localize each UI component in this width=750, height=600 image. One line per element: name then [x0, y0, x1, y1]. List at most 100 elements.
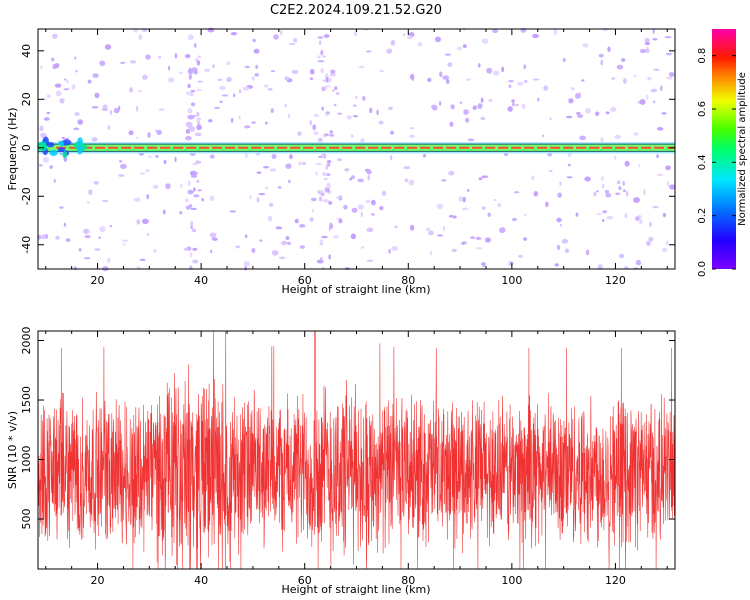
spectrogram-x-tick-label: 100: [501, 274, 522, 287]
spectrogram-speckle: [309, 120, 312, 126]
spectrogram-speckle: [523, 213, 527, 217]
spectrogram-speckle: [54, 83, 62, 88]
spectrogram-speckle: [63, 222, 67, 227]
spectrogram-speckle: [554, 263, 559, 267]
spectrogram-speckle: [158, 108, 165, 112]
spectrogram-speckle: [192, 162, 198, 166]
snr-y-tick-label: 1000: [20, 446, 33, 474]
spectrogram-speckle: [556, 244, 561, 250]
spectrogram-speckle: [353, 104, 357, 107]
spectrogram-speckle: [317, 60, 325, 63]
spectrogram-speckle: [477, 103, 483, 109]
spectrogram-speckle: [319, 239, 324, 244]
spectrogram-speckle: [244, 65, 251, 69]
spectrogram-speckle: [221, 94, 229, 97]
spectrogram-speckle: [270, 70, 276, 73]
spectrogram-speckle: [601, 219, 605, 222]
spectrogram-speckle: [267, 215, 273, 222]
spectrogram-speckle: [319, 40, 322, 46]
spectrogram-speckle: [99, 226, 106, 233]
spectrogram-speckle: [611, 77, 616, 80]
spectrogram-speckle: [138, 34, 143, 40]
spectrogram-speckle: [351, 207, 358, 213]
snr-y-tick-label: 1500: [20, 386, 33, 414]
spectrogram-speckle: [325, 113, 329, 117]
spectrogram-x-tick-label: 80: [401, 274, 415, 287]
spectrogram-speckle: [197, 55, 202, 59]
spectrogram-speckle: [639, 219, 643, 225]
spectrogram-speckle: [355, 95, 358, 100]
spectrogram-speckle: [336, 158, 342, 162]
spectrogram-speckle: [91, 105, 99, 109]
spectrogram-speckle: [614, 134, 622, 139]
spectrogram-speckle: [501, 66, 505, 73]
spectrogram-speckle: [388, 106, 393, 111]
spectrogram-speckle: [645, 48, 650, 54]
snr-y-tick-label: 2000: [20, 327, 33, 355]
spectrogram-speckle: [517, 81, 524, 86]
spectrogram-speckle: [107, 257, 111, 264]
spectrogram-speckle: [337, 112, 343, 115]
spectrogram-speckle: [71, 84, 76, 90]
snr-panel: 20 40 60 80 100 120 500 1000 1500 2000 Height of…: [6, 327, 676, 596]
spectrogram-speckle: [321, 106, 324, 111]
band-broadening-blob: [77, 145, 83, 155]
spectrogram-speckle: [360, 211, 363, 218]
spectrogram-speckle: [145, 54, 151, 60]
spectrogram-speckle: [196, 88, 202, 92]
spectrogram-speckle: [644, 37, 650, 43]
spectrogram-speckle: [548, 169, 553, 172]
spectrogram-y-ticks: -40 -20 0 20 40: [20, 44, 675, 254]
spectrogram-speckle: [187, 180, 191, 187]
spectrogram-speckle: [188, 73, 192, 80]
spectrogram-speckle: [566, 115, 573, 119]
band-broadening-blob: [42, 141, 47, 152]
spectrogram-speckle: [163, 159, 167, 165]
spectrogram-speckle: [273, 34, 279, 40]
spectrogram-speckle: [449, 121, 454, 127]
spectrogram-speckle: [481, 175, 489, 179]
spectrogram-speckle: [294, 218, 299, 224]
spectrogram-speckle: [622, 78, 627, 84]
spectrogram-speckle: [78, 247, 82, 252]
spectrogram-speckle: [219, 85, 226, 91]
spectrogram-speckle: [324, 85, 327, 91]
spectrogram-speckle: [120, 163, 127, 169]
spectrogram-speckle: [309, 68, 315, 75]
spectrogram-speckle: [409, 73, 415, 80]
spectrogram-speckle: [600, 136, 604, 143]
spectrogram-speckle: [315, 162, 323, 166]
spectrogram-speckle: [128, 87, 133, 93]
spectrogram-speckle: [606, 215, 614, 220]
spectrogram-speckle: [209, 232, 217, 238]
spectrogram-speckle: [624, 265, 629, 269]
spectrogram-speckle: [318, 196, 323, 202]
spectrogram-speckle: [428, 230, 434, 236]
spectrogram-speckle: [553, 29, 558, 35]
spectrogram-speckle: [559, 181, 562, 186]
band-broadening-blob: [62, 150, 68, 159]
spectrogram-speckle: [338, 218, 343, 224]
spectrogram-speckle: [406, 35, 413, 40]
spectrogram-speckle: [633, 132, 639, 136]
spectrogram-speckle: [647, 76, 652, 81]
spectrogram-speckle: [445, 79, 450, 84]
spectrogram-speckle: [326, 163, 331, 167]
spectrogram-speckle: [194, 70, 198, 75]
spectrogram-speckle: [602, 27, 609, 32]
spectrogram-speckle: [357, 204, 365, 210]
spectrogram-speckle: [316, 259, 324, 264]
spectrogram-speckle: [147, 155, 152, 158]
colorbar-tick-label: 0.2: [697, 208, 708, 224]
colorbar-gradient: [712, 29, 736, 269]
spectrogram-speckle: [579, 135, 587, 141]
snr-x-tick-label: 20: [91, 574, 105, 587]
spectrogram-speckle: [360, 246, 365, 249]
spectrogram-speckle: [284, 103, 287, 108]
spectrogram-speckle: [313, 131, 319, 135]
spectrogram-speckle: [584, 176, 591, 182]
spectrogram-speckle: [493, 198, 497, 202]
spectrogram-speckle: [652, 29, 655, 34]
snr-x-tick-label: 100: [501, 574, 522, 587]
spectrogram-speckle: [210, 249, 213, 254]
